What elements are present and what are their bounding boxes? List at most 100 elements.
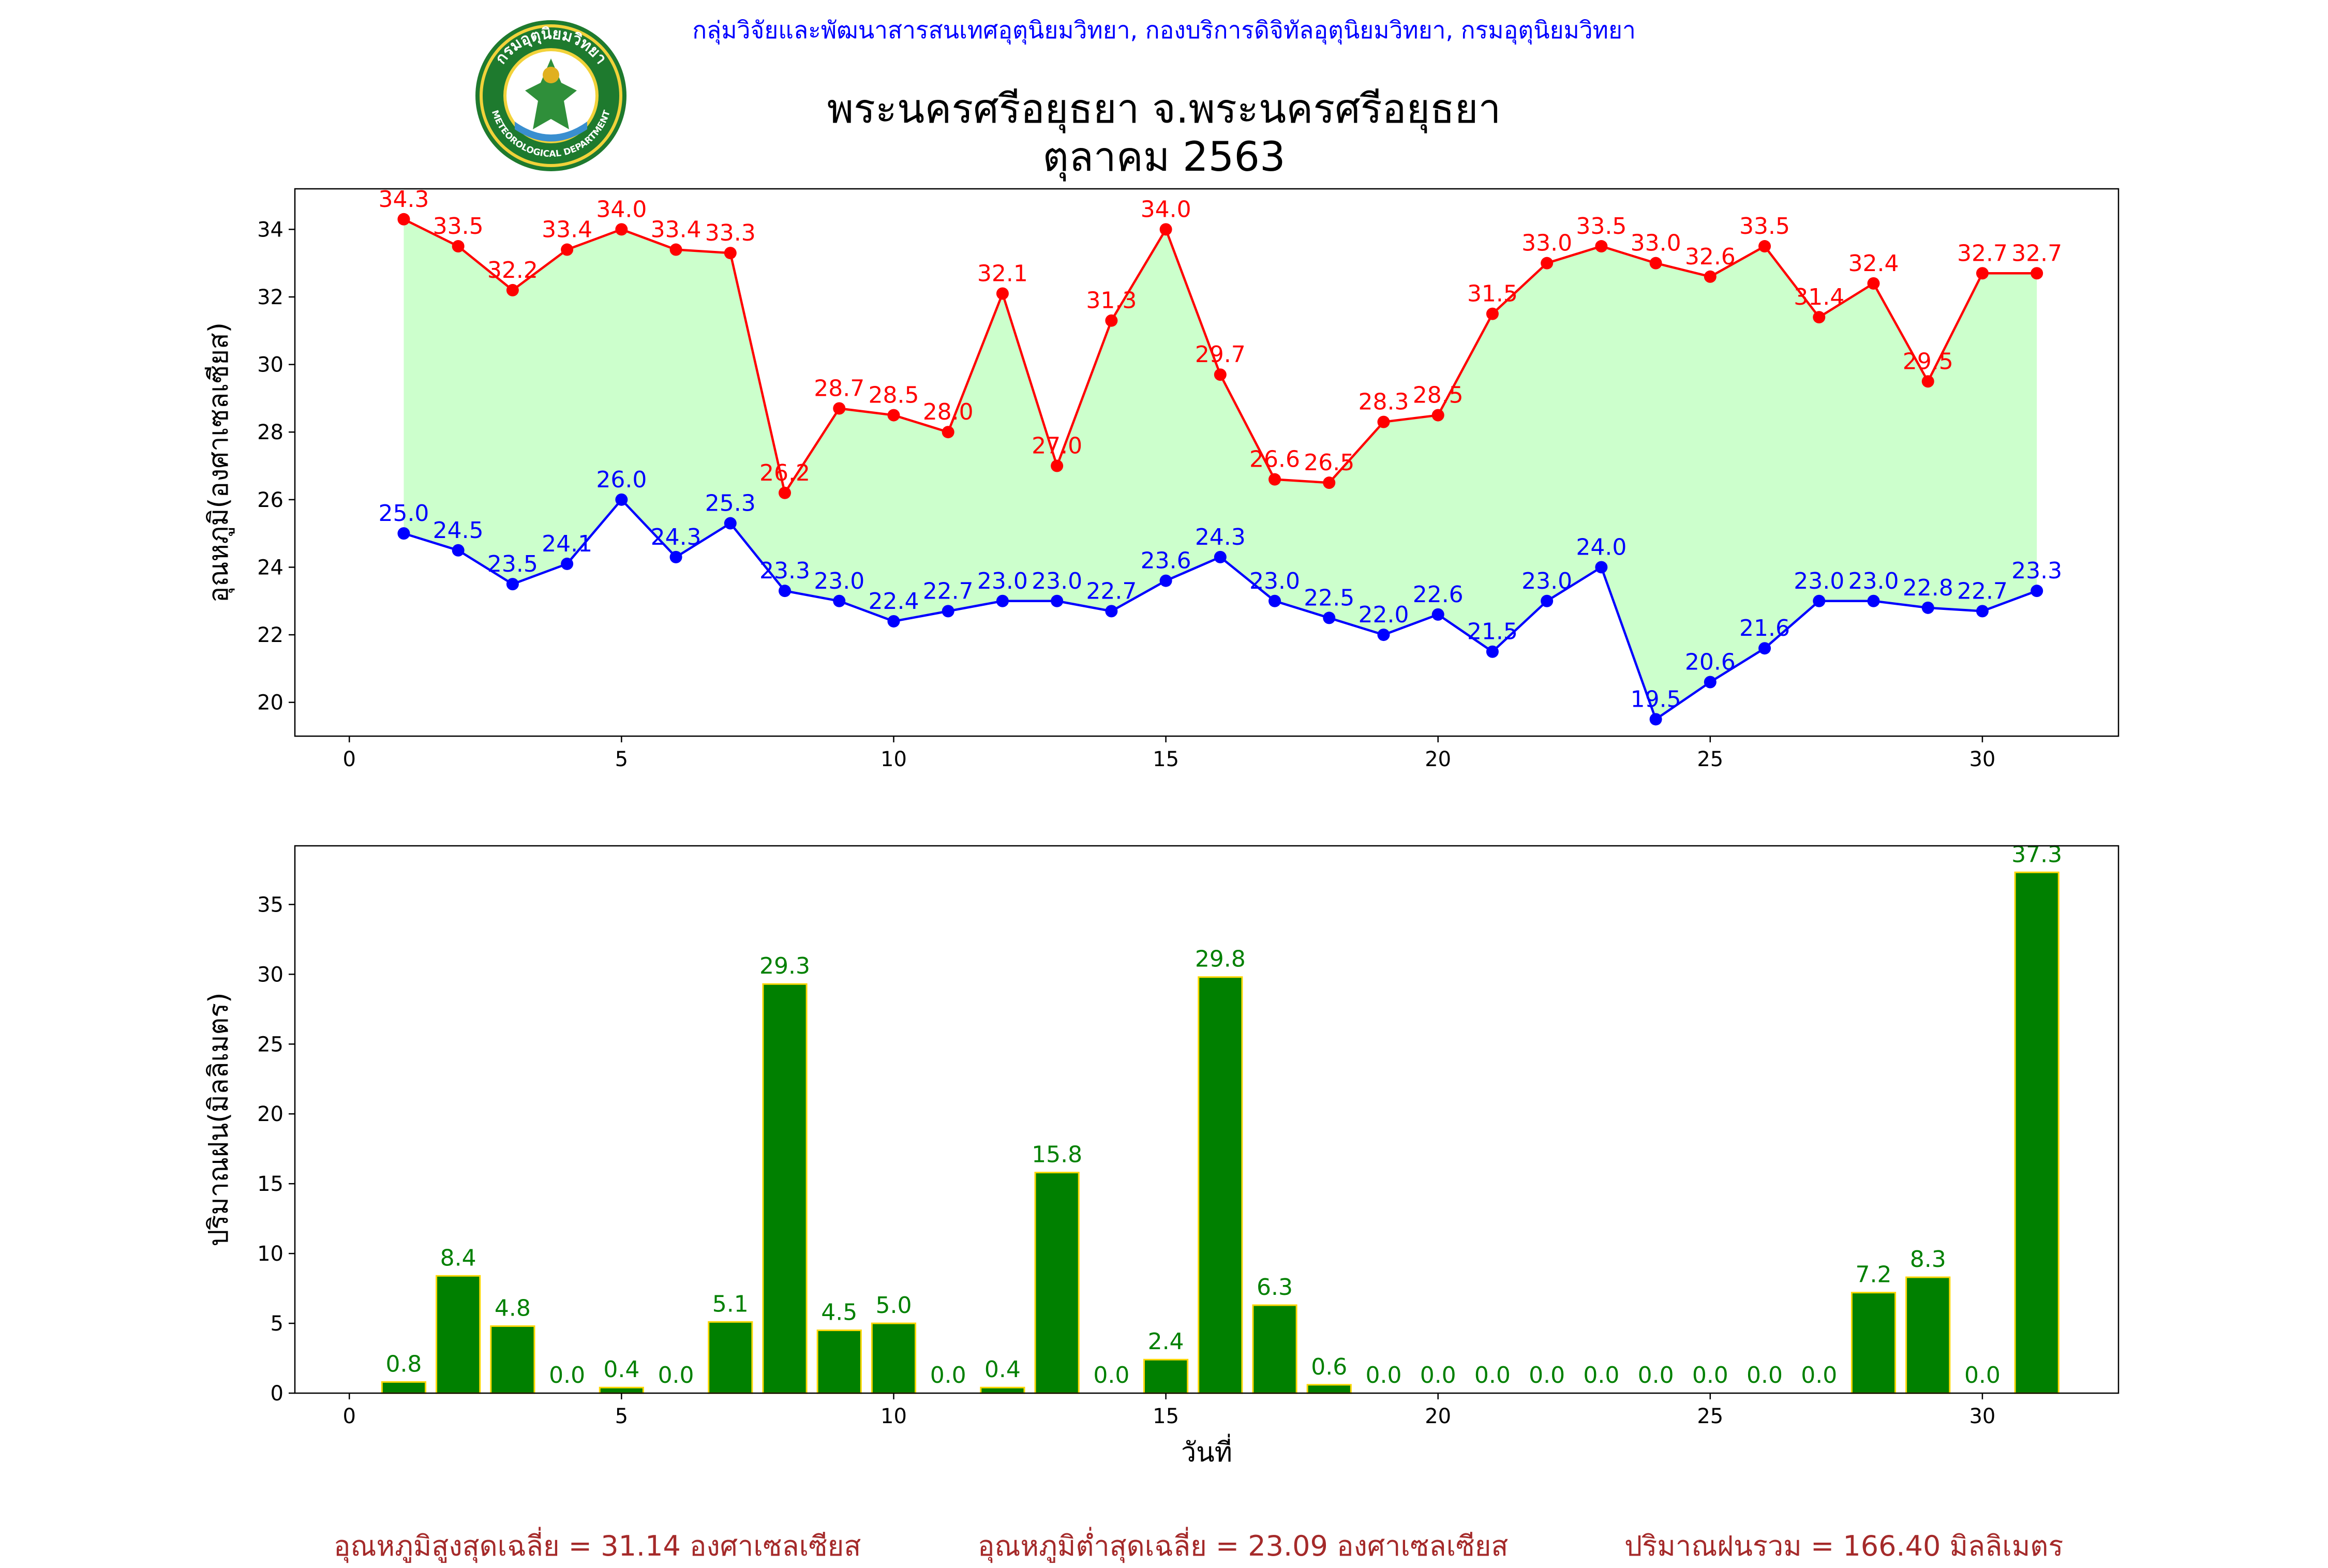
rainfall-value-label: 15.8 — [1032, 1142, 1082, 1168]
min-temperature-point — [1214, 550, 1227, 563]
total-rainfall: ปริมาณฝนรวม = 166.40 มิลลิเมตร — [1624, 1530, 2064, 1562]
max-temperature-point — [1758, 240, 1771, 253]
max-temperature-point — [833, 402, 846, 415]
max-temperature-label: 31.5 — [1467, 281, 1518, 307]
max-temperature-label: 33.3 — [705, 220, 756, 246]
rainfall-bar — [381, 1381, 427, 1394]
max-temperature-point — [1214, 368, 1227, 381]
temp-axes-frame — [294, 188, 2120, 737]
rainfall-value-label: 5.1 — [712, 1291, 749, 1317]
min-temperature-point — [833, 594, 846, 607]
max-temperature-point — [996, 287, 1009, 300]
rainfall-bar — [1851, 1292, 1897, 1394]
max-temperature-label: 32.1 — [977, 260, 1028, 287]
min-temperature-point — [452, 544, 465, 557]
rain-ytick-label: 10 — [257, 1242, 283, 1266]
min-temperature-point — [724, 517, 737, 530]
min-temperature-label: 23.3 — [759, 558, 810, 584]
rainfall-bar — [1252, 1304, 1297, 1394]
max-temperature-point — [1704, 270, 1717, 283]
rainfall-value-label: 0.0 — [930, 1362, 966, 1388]
max-temperature-point — [1377, 415, 1390, 428]
rainfall-bar — [599, 1386, 644, 1394]
max-temperature-label: 33.0 — [1521, 230, 1572, 257]
min-temperature-point — [1758, 642, 1771, 655]
min-temperature-label: 23.0 — [1794, 568, 1844, 594]
min-temperature-label: 23.0 — [814, 568, 864, 594]
max-temperature-point — [1867, 277, 1880, 290]
max-temperature-label: 32.4 — [1848, 250, 1899, 277]
rainfall-bar — [1143, 1358, 1189, 1394]
max-temperature-point — [1051, 459, 1064, 472]
max-temperature-point — [1105, 314, 1118, 327]
max-temperature-label: 33.4 — [651, 217, 702, 243]
rainfall-bar — [1905, 1276, 1951, 1394]
temperature-chart: 34.333.532.233.434.033.4 33.326.228.7 28.5… — [203, 186, 2120, 771]
rain-xtick-label: 15 — [1153, 1405, 1179, 1428]
max-temperature-point — [669, 243, 682, 256]
max-temperature-point — [561, 243, 574, 256]
max-temperature-point — [724, 247, 737, 260]
max-temperature-point — [1486, 307, 1499, 320]
max-temperature-point — [2031, 267, 2043, 280]
rain-ytick-label: 15 — [257, 1172, 283, 1196]
min-temperature-label: 23.0 — [977, 568, 1028, 594]
rainfall-bar — [1034, 1172, 1080, 1394]
rainfall-value-label: 0.0 — [1474, 1362, 1511, 1388]
max-temperature-label: 34.0 — [1141, 196, 1191, 222]
temp-ytick-label: 28 — [257, 421, 283, 444]
min-temperature-point — [1867, 594, 1880, 607]
rain-ytick-label: 25 — [257, 1033, 283, 1056]
rainfall-bar — [2014, 871, 2060, 1394]
avg-min-temperature: อุณหภูมิต่ำสุดเฉลี่ย = 23.09 องศาเซลเซีย… — [978, 1530, 1509, 1562]
max-temperature-point — [1813, 311, 1826, 324]
rainfall-value-label: 8.4 — [440, 1245, 476, 1271]
max-temperature-label: 27.0 — [1032, 433, 1082, 459]
rainfall-bar — [708, 1321, 753, 1394]
rain-ytick-label: 30 — [257, 963, 283, 987]
min-temperature-point — [942, 605, 954, 618]
rain-ylabel: ปริมาณฝน(มิลลิเมตร) — [203, 992, 234, 1246]
min-temperature-label: 24.5 — [433, 517, 484, 544]
min-temperature-point — [1649, 713, 1662, 726]
temp-ytick-label: 20 — [257, 691, 283, 715]
min-temperature-label: 23.0 — [1848, 568, 1899, 594]
rainfall-value-label: 0.6 — [1311, 1354, 1347, 1380]
min-temperature-label: 23.6 — [1141, 548, 1191, 574]
min-temperature-point — [1486, 645, 1499, 658]
rain-xlabel: วันที่ — [1181, 1433, 1232, 1468]
rainfall-value-label: 0.0 — [1964, 1362, 2001, 1388]
rainfall-value-label: 0.0 — [1692, 1362, 1728, 1388]
rain-xtick-label: 30 — [1969, 1405, 1995, 1428]
min-temperature-point — [1813, 594, 1826, 607]
rainfall-value-label: 5.0 — [875, 1292, 912, 1319]
min-temperature-label: 19.5 — [1631, 686, 1681, 712]
rainfall-value-label: 0.4 — [984, 1356, 1021, 1383]
min-temperature-label: 25.3 — [705, 490, 756, 517]
temp-xtick-label: 10 — [881, 748, 907, 771]
rainfall-value-label: 0.0 — [1093, 1362, 1129, 1388]
min-temperature-point — [1159, 574, 1172, 587]
rainfall-value-label: 0.0 — [658, 1362, 694, 1388]
temp-xtick-label: 15 — [1153, 748, 1179, 771]
rainfall-value-label: 0.0 — [1365, 1362, 1401, 1388]
min-temperature-point — [1921, 601, 1934, 614]
min-temperature-point — [561, 557, 574, 570]
max-temperature-point — [1159, 223, 1172, 236]
rainfall-value-label: 0.0 — [1801, 1362, 1837, 1388]
rainfall-bar — [762, 983, 808, 1394]
min-temperature-point — [2031, 585, 2043, 598]
rainfall-value-label: 0.0 — [1638, 1362, 1674, 1388]
rainfall-bar — [1306, 1384, 1352, 1394]
min-temperature-label: 23.0 — [1249, 568, 1300, 594]
rain-ytick-label: 5 — [271, 1312, 283, 1336]
rainfall-value-label: 0.4 — [603, 1356, 639, 1383]
max-temperature-point — [615, 223, 628, 236]
rain-xtick-label: 25 — [1697, 1405, 1723, 1428]
rainfall-value-label: 0.0 — [1529, 1362, 1565, 1388]
min-temperature-label: 22.8 — [1903, 575, 1953, 601]
min-temperature-point — [669, 550, 682, 563]
min-temperature-label: 24.3 — [651, 524, 702, 550]
rainfall-bar — [871, 1322, 917, 1394]
min-temperature-point — [1051, 594, 1064, 607]
